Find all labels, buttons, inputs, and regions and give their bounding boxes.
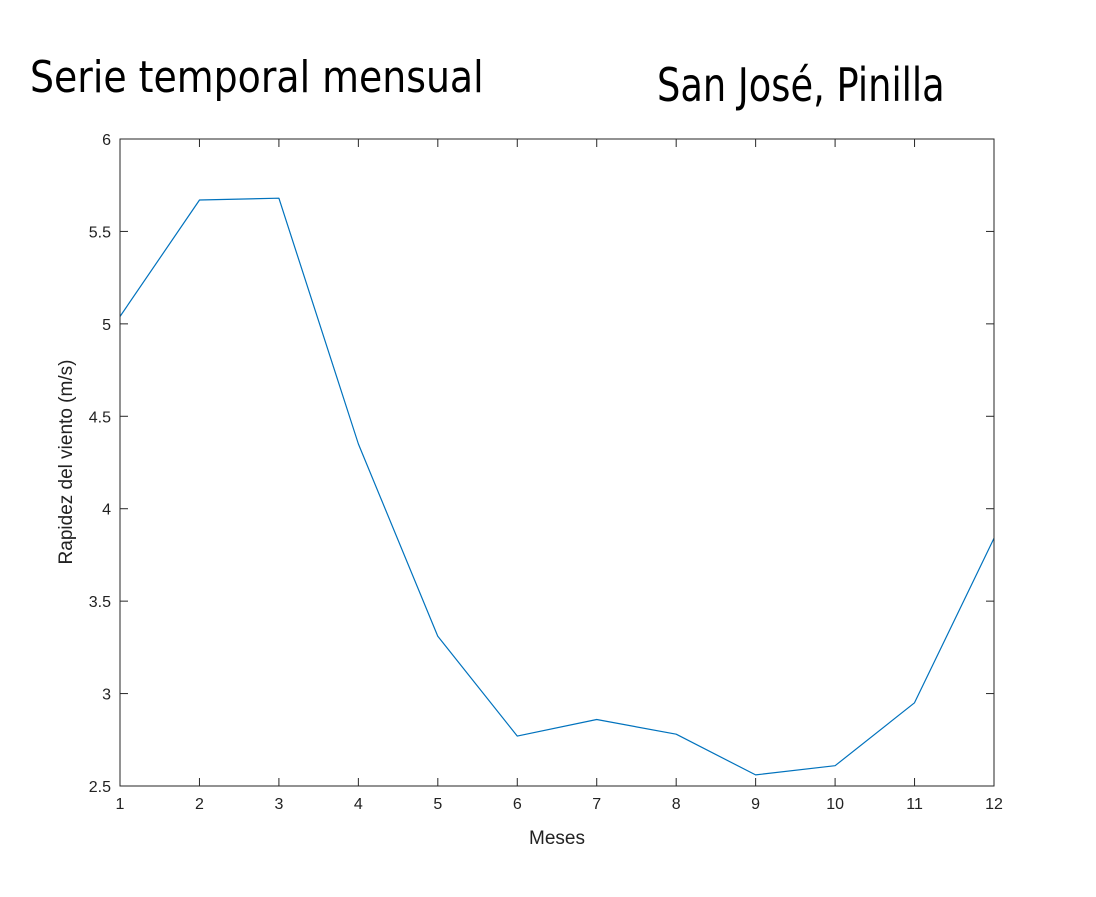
y-tick-label: 4 xyxy=(102,502,111,519)
ticks-layer: 1 2 3 4 5 6 7 8 9 10 11 122.533.544.555.56 xyxy=(89,132,1003,813)
chart-title-left: Serie temporal mensual xyxy=(30,52,484,103)
x-tick-label: 2 xyxy=(195,796,204,813)
series-line xyxy=(119,197,995,776)
x-tick-label: 4 xyxy=(354,796,363,813)
x-tick-label: 5 xyxy=(433,796,442,813)
x-tick-label: 9 xyxy=(751,796,760,813)
y-tick-label: 4.5 xyxy=(89,409,111,426)
x-tick-label: 8 xyxy=(672,796,681,813)
x-axis-label: Meses xyxy=(529,828,585,849)
x-tick-label: 1 xyxy=(116,796,125,813)
x-tick-label: 3 xyxy=(274,796,283,813)
y-tick-label: 5.5 xyxy=(89,224,111,241)
x-tick-label: 10 xyxy=(826,796,844,813)
y-tick-label: 3 xyxy=(102,687,111,704)
x-tick-label: 12 xyxy=(985,796,1003,813)
chart-title-right: San José, Pinilla xyxy=(657,58,945,112)
plot-frame xyxy=(119,138,995,787)
x-tick-label: 7 xyxy=(592,796,601,813)
x-tick-label: 11 xyxy=(906,796,923,813)
y-tick-label: 6 xyxy=(102,132,111,149)
y-tick-label: 2.5 xyxy=(89,779,111,796)
y-tick-label: 3.5 xyxy=(89,594,111,611)
y-tick-label: 5 xyxy=(102,317,111,334)
series-layer xyxy=(119,197,995,776)
y-axis-label: Rapidez del viento (m/s) xyxy=(56,360,77,565)
x-tick-label: 6 xyxy=(513,796,522,813)
